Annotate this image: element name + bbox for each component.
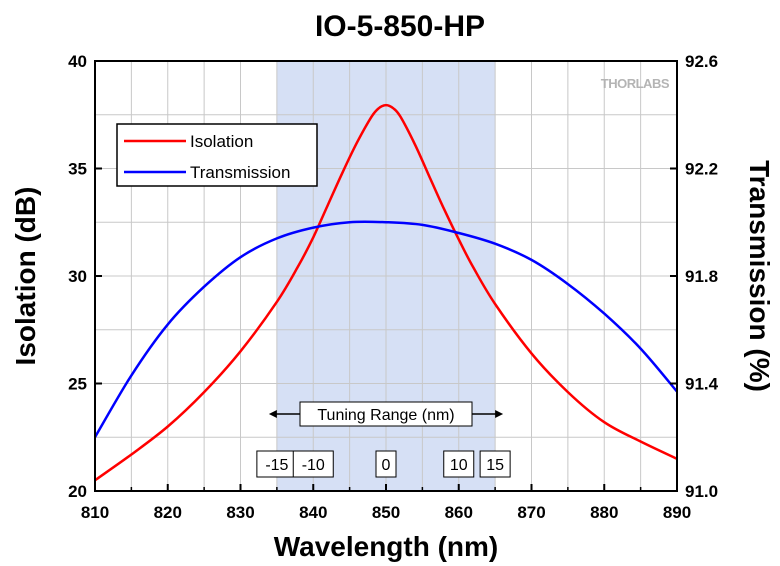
x-tick-label: 880 <box>590 503 618 522</box>
y-tick-label: 35 <box>68 160 87 179</box>
y2-tick-label: 92.6 <box>685 52 718 71</box>
x-tick-label: 870 <box>517 503 545 522</box>
tuning-range-label: Tuning Range (nm) <box>317 407 454 424</box>
y-axis-title: Isolation (dB) <box>10 187 41 366</box>
x-tick-label: 830 <box>226 503 254 522</box>
x-axis-title: Wavelength (nm) <box>274 531 499 562</box>
tuning-arrowhead-right <box>495 410 504 418</box>
y-tick-label: 20 <box>68 482 87 501</box>
series-line-isolation <box>94 103 678 482</box>
legend-label-isolation: Isolation <box>190 132 253 151</box>
tuning-marker-box <box>292 450 334 478</box>
legend-box <box>116 123 318 187</box>
x-tick-label: 890 <box>663 503 691 522</box>
tuning-marker-box <box>443 450 475 478</box>
tuning-arrowhead-left <box>268 410 277 418</box>
x-tick-label: 820 <box>154 503 182 522</box>
axis-ticks: 810 820 830 840 850 860 870 880 890 20 25 30 35 40 91.… <box>68 52 719 522</box>
tuning-marker-box <box>375 450 397 478</box>
y2-tick-label: 92.2 <box>685 160 718 179</box>
tuning-marker-label: -10 <box>302 457 325 474</box>
tuning-marker-label: 10 <box>450 457 468 474</box>
x-tick-label: 860 <box>445 503 473 522</box>
annotation-layer: Tuning Range (nm) -15 -10 0 10 15 <box>256 401 511 478</box>
y2-tick-label: 91.8 <box>685 267 718 286</box>
y2-tick-label: 91.0 <box>685 482 718 501</box>
thorlabs-logo: THORLABS <box>601 76 670 91</box>
legend-label-transmission: Transmission <box>190 163 290 182</box>
y-tick-label: 25 <box>68 375 87 394</box>
x-tick-label: 810 <box>81 503 109 522</box>
x-tick-label: 840 <box>299 503 327 522</box>
chart-title: IO-5-850-HP <box>315 10 485 43</box>
y-tick-label: 40 <box>68 52 87 71</box>
series-line-transmission <box>93 220 678 438</box>
tuning-marker-box <box>256 450 298 478</box>
y-tick-label: 30 <box>68 267 87 286</box>
y2-tick-label: 91.4 <box>685 375 719 394</box>
tuning-marker-box <box>479 450 511 478</box>
legend: Isolation Transmission <box>116 123 318 187</box>
y2-axis-title: Transmission (%) <box>744 160 775 392</box>
tuning-marker-label: 0 <box>382 457 391 474</box>
tuning-marker-label: -15 <box>265 457 288 474</box>
series-layer <box>93 103 678 482</box>
tuning-marker-label: 15 <box>486 457 504 474</box>
x-tick-label: 850 <box>372 503 400 522</box>
